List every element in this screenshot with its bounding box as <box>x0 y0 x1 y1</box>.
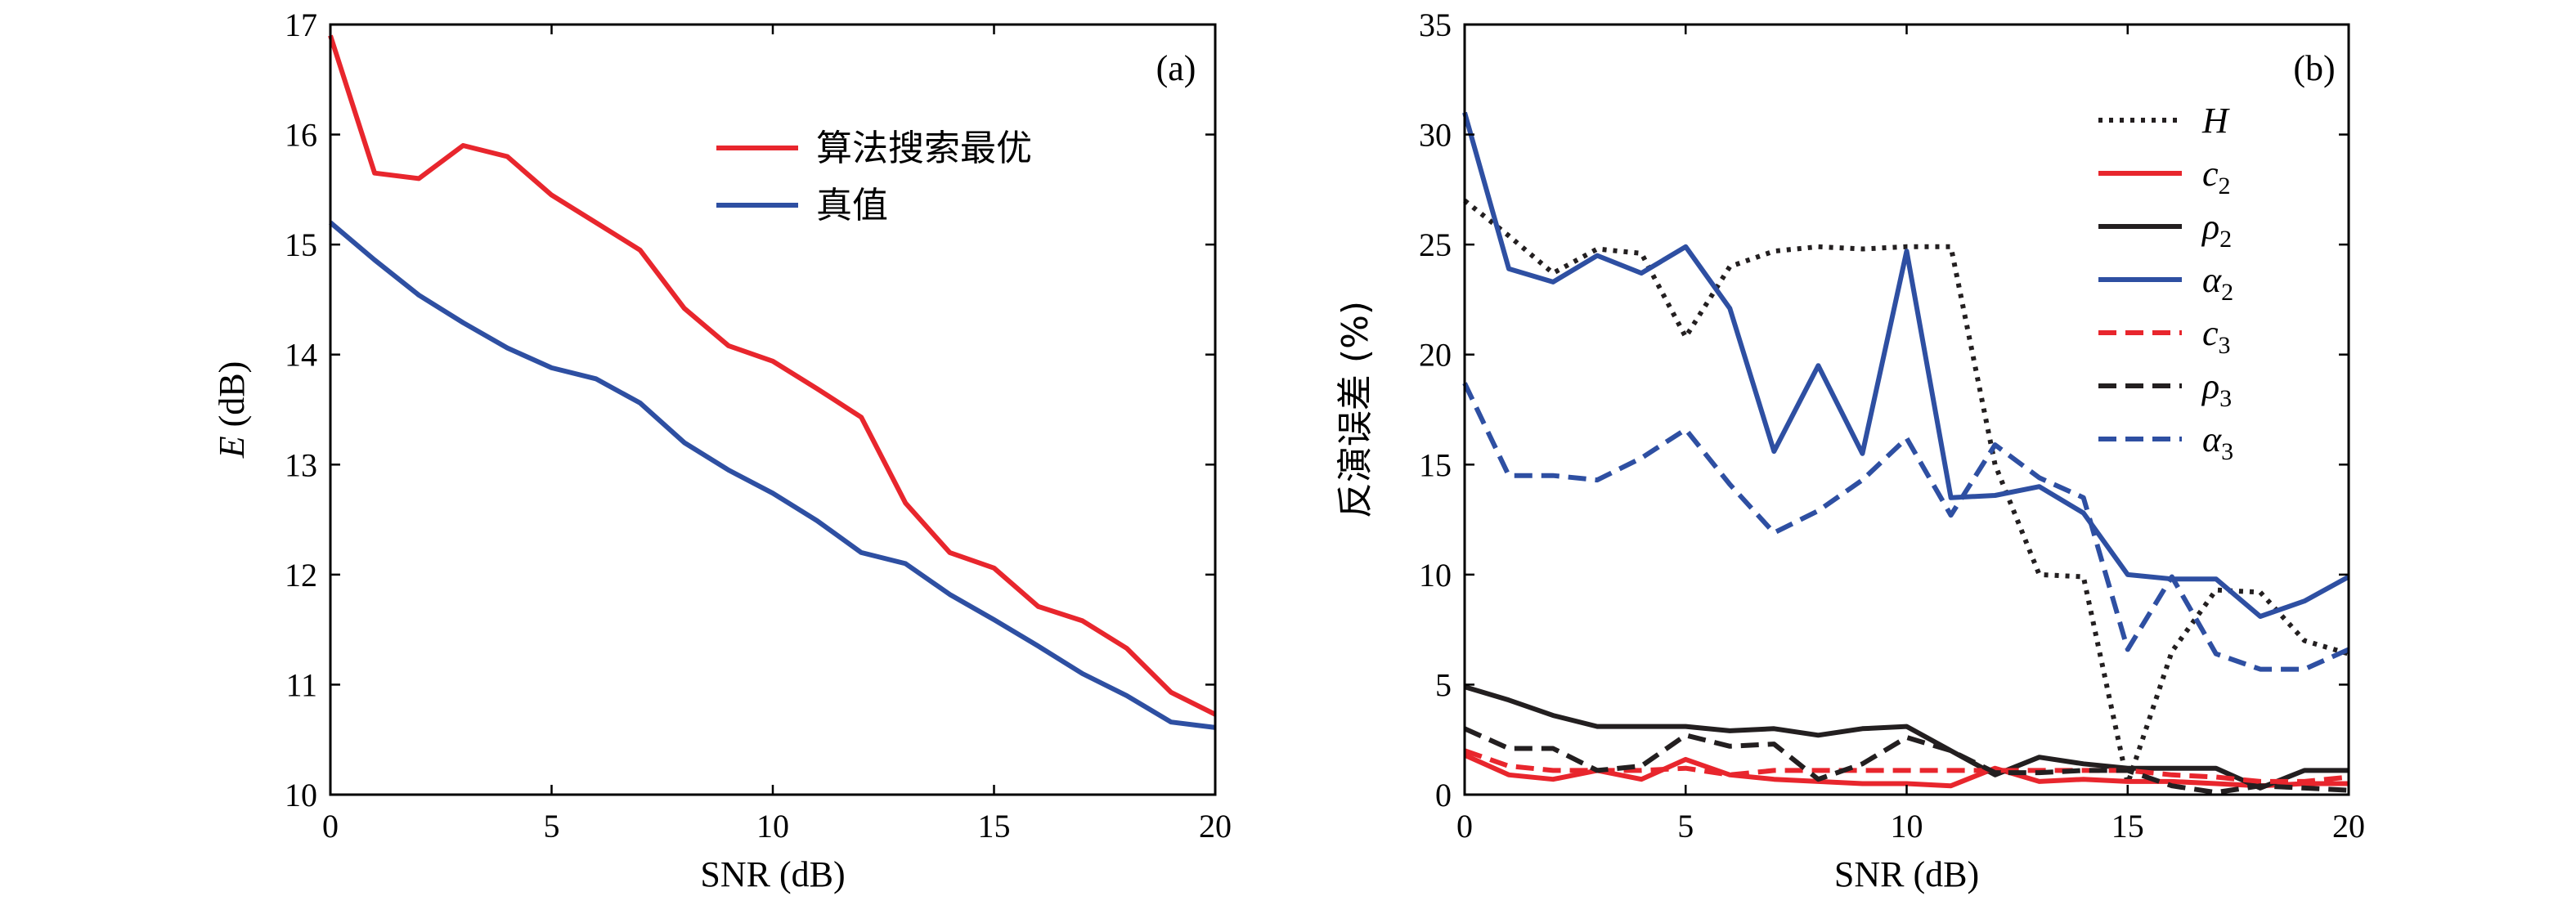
panel-a-y-tick-label: 15 <box>285 226 317 263</box>
panel-b-x-axis-label: SNR (dB) <box>1834 854 1979 894</box>
panel-a-chart: 0 5 10 15 20 10 11 12 13 14 15 16 17 SNR (dB) E (dB) (a… <box>212 7 1232 894</box>
panel-a-x-tick-label: 0 <box>322 808 339 845</box>
panel-b-legend-label-1: H <box>2201 101 2230 141</box>
panel-b-x-tick-label: 10 <box>1891 808 1923 845</box>
panel-a-x-tick-label: 20 <box>1199 808 1232 845</box>
panel-b-panel-tag: (b) <box>2293 48 2335 88</box>
panel-b-legend-label-6: ρ3 <box>2201 366 2232 412</box>
panel-b-series-line-4 <box>1462 111 2350 619</box>
panel-a-y-axis-label: E (dB) <box>212 361 252 459</box>
panel-b-legend: Hc2 ρ2 α2 c3 ρ3 α3 <box>2098 101 2233 465</box>
panel-b-legend-label-4: α2 <box>2202 260 2233 306</box>
panel-a-x-tick-label: 15 <box>978 808 1011 845</box>
panel-b-x-tick-label: 0 <box>1456 808 1473 845</box>
panel-b-y-tick-label: 35 <box>1419 7 1452 43</box>
panel-a-y-tick-label: 11 <box>285 666 317 703</box>
panel-b-y-axis-label: 反演误差 (%) <box>1335 301 1376 518</box>
panel-b-series-line-7 <box>1462 382 2350 672</box>
panel-b-x-tick-label: 15 <box>2112 808 2144 845</box>
panel-b-y-tick-label: 10 <box>1419 557 1452 594</box>
panel-a-y-tick-label: 13 <box>285 446 317 483</box>
panel-b-y-tick-label: 30 <box>1419 117 1452 154</box>
panel-b-legend-label-3: ρ2 <box>2201 207 2232 253</box>
panel-b-x-tick-label: 5 <box>1677 808 1694 845</box>
panel-b-series-line-2 <box>1463 752 2349 789</box>
panel-b-series-line-3 <box>1464 684 2349 791</box>
panel-a-plot-frame <box>329 23 1217 796</box>
panel-a-y-tick-label: 16 <box>285 117 317 154</box>
panel-b-y-tick-label: 25 <box>1419 226 1452 263</box>
panel-a-legend-label-1: 算法搜索最优 <box>816 128 1032 169</box>
panel-a-series-line-1 <box>328 34 1217 717</box>
panel-b-legend-label-7: α3 <box>2202 419 2233 465</box>
panel-b-legend-label-5: c3 <box>2202 313 2231 359</box>
panel-b-y-tick-label: 15 <box>1419 446 1452 483</box>
panel-b-series-line-6 <box>1463 726 2349 795</box>
panel-a-series-line-2 <box>329 220 1216 730</box>
panel-a-y-tick-label: 14 <box>285 337 317 374</box>
panel-a-y-tick-label: 17 <box>285 7 317 43</box>
panel-a-y-tick-label: 10 <box>285 777 317 813</box>
panel-b-chart: 0 5 10 15 20 0 5 10 15 20 25 30 35 SNR (dB) 反演误差 (%) (b… <box>1335 7 2365 894</box>
panel-a-y-tick-label: 12 <box>285 557 317 594</box>
panel-b-series-line-1 <box>1463 198 2349 786</box>
panel-a-x-axis-label: SNR (dB) <box>700 854 845 894</box>
panel-b-y-tick-label: 20 <box>1419 337 1452 374</box>
panel-b-y-tick-label: 5 <box>1435 666 1452 703</box>
panel-a-x-tick-label: 5 <box>544 808 560 845</box>
panel-b-y-tick-label: 0 <box>1435 777 1452 813</box>
panel-a-legend-label-2: 真值 <box>816 185 888 226</box>
panel-a-x-tick-label: 10 <box>756 808 789 845</box>
panel-b-series-line-5 <box>1464 748 2349 784</box>
panel-b-legend-label-2: c2 <box>2202 154 2231 199</box>
panel-a-panel-tag: (a) <box>1156 48 1196 88</box>
panel-b-x-tick-label: 20 <box>2332 808 2365 845</box>
